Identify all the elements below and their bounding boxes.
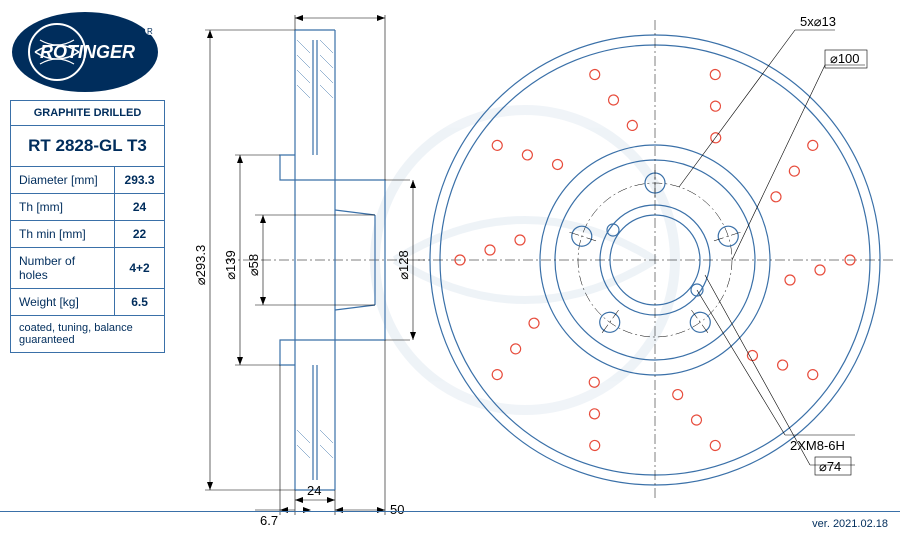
spec-table: GRAPHITE DRILLED RT 2828-GL T3 Diameter …: [10, 100, 165, 353]
dim-label: ⌀139: [223, 250, 238, 280]
subtitle: GRAPHITE DRILLED: [11, 101, 165, 126]
dim-label: 24: [307, 483, 321, 498]
table-row: Th [mm]24: [11, 194, 165, 221]
front-view: 5x⌀13 ⌀100 2XM8-6H ⌀74: [415, 14, 895, 500]
callout: ⌀74: [819, 459, 841, 474]
brand-name: ROTINGER: [40, 42, 135, 62]
callout: 5x⌀13: [800, 14, 836, 29]
part-number: RT 2828-GL T3: [11, 126, 165, 167]
footer-divider: [0, 511, 900, 512]
technical-drawing: ⌀293.3 ⌀139 ⌀58 ⌀128 6.7 24 50: [175, 0, 900, 534]
dim-label: ⌀293.3: [193, 245, 208, 285]
dim-label: ⌀128: [396, 250, 411, 280]
brand-logo: ROTINGER R: [10, 10, 160, 95]
note: coated, tuning, balance guaranteed: [11, 316, 165, 353]
version-label: ver. 2021.02.18: [812, 518, 888, 530]
table-row: Diameter [mm]293.3: [11, 167, 165, 194]
dim-label: ⌀58: [246, 254, 261, 276]
table-row: Th min [mm]22: [11, 221, 165, 248]
table-row: Weight [kg]6.5: [11, 289, 165, 316]
dim-label: 6.7: [260, 513, 278, 528]
callout: 2XM8-6H: [790, 438, 845, 453]
table-row: Number of holes4+2: [11, 248, 165, 289]
callout: ⌀100: [830, 51, 860, 66]
dim-label: 50: [390, 502, 404, 517]
side-view: ⌀293.3 ⌀139 ⌀58 ⌀128 6.7 24 50: [193, 15, 425, 528]
svg-text:R: R: [147, 27, 153, 36]
